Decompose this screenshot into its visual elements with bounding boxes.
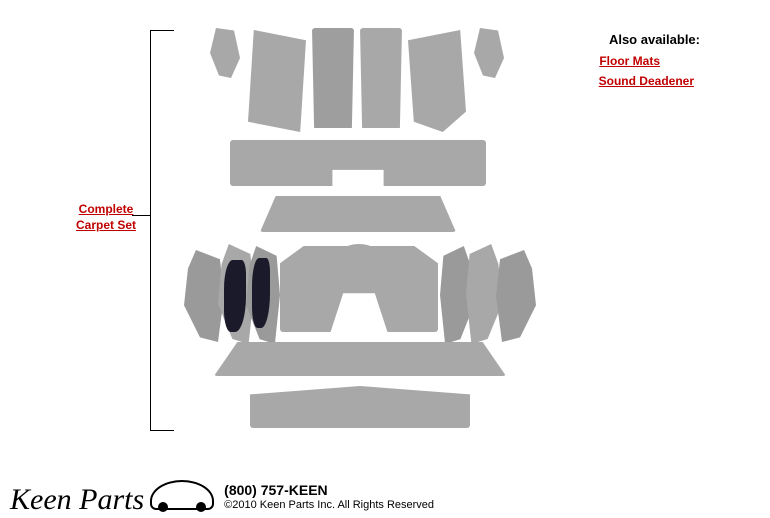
sound-deadener-link[interactable]: Sound Deadener — [599, 74, 694, 88]
also-available-heading: Also available: — [609, 32, 700, 47]
carpet-dark-overlay — [224, 260, 246, 332]
carpet-piece — [408, 30, 466, 132]
footer: Keen Parts (800) 757-KEEN ©2010 Keen Par… — [10, 480, 434, 512]
carpet-piece — [312, 28, 354, 128]
bracket-top-h — [150, 30, 174, 31]
footer-text: (800) 757-KEEN ©2010 Keen Parts Inc. All… — [224, 482, 434, 512]
carpet-piece — [248, 30, 306, 132]
footer-phone: (800) 757-KEEN — [224, 482, 434, 499]
footer-copyright: ©2010 Keen Parts Inc. All Rights Reserve… — [224, 499, 434, 512]
carpet-piece — [184, 250, 224, 342]
complete-label-line2: Carpet Set — [76, 218, 136, 232]
carpet-piece — [210, 28, 240, 78]
floor-mats-link[interactable]: Floor Mats — [599, 54, 660, 68]
carpet-piece — [230, 140, 486, 186]
carpet-piece — [280, 246, 438, 332]
logo-car-icon — [150, 480, 214, 510]
logo-text: Keen Parts — [10, 488, 144, 512]
bracket-bottom-h — [150, 430, 174, 431]
carpet-piece — [360, 28, 402, 128]
carpet-piece — [474, 28, 504, 78]
bracket-vert — [150, 30, 151, 430]
carpet-piece — [260, 196, 456, 232]
complete-label-line1: Complete — [79, 202, 134, 216]
complete-carpet-set-label[interactable]: Complete Carpet Set — [70, 202, 142, 233]
carpet-dark-overlay — [252, 258, 270, 328]
carpet-piece — [250, 386, 470, 428]
carpet-piece — [496, 250, 536, 342]
logo: Keen Parts — [10, 480, 214, 512]
carpet-piece — [214, 342, 506, 376]
